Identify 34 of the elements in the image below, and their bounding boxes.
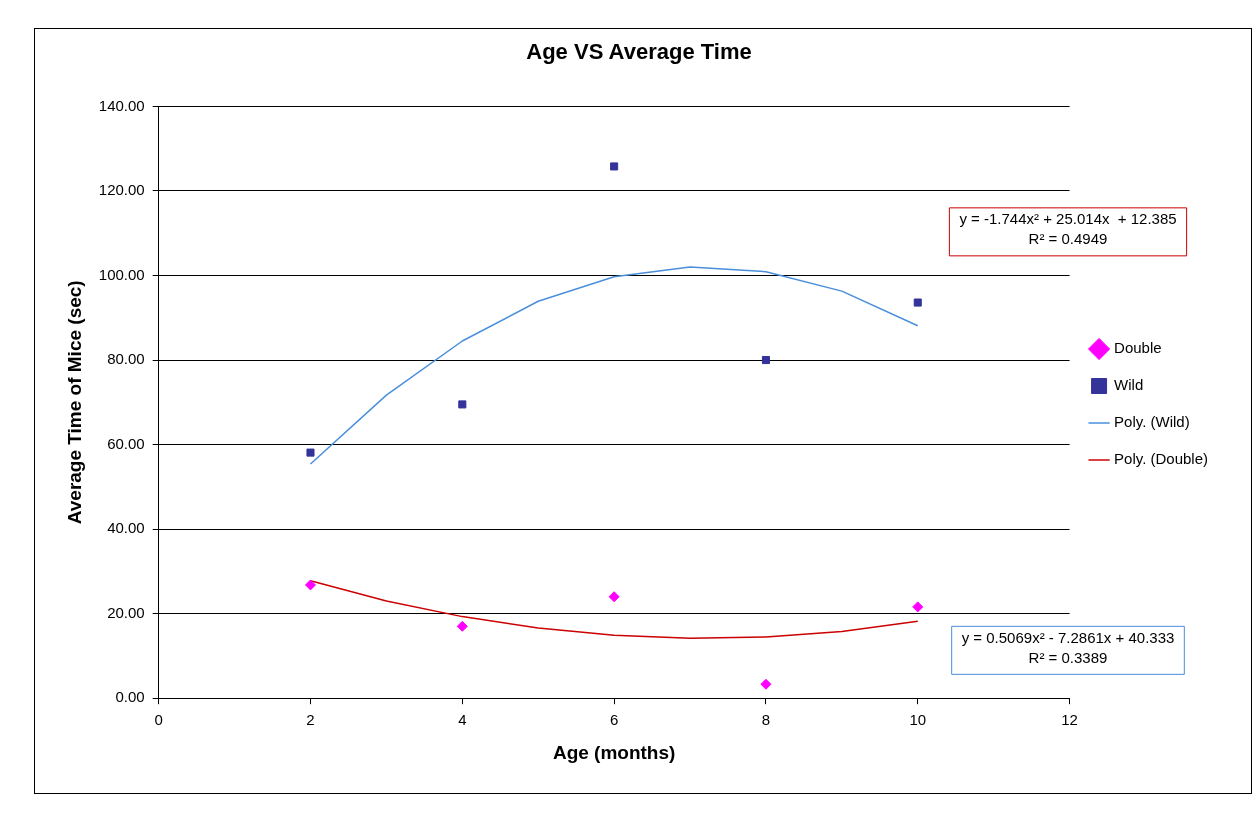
x-axis-title: Age (months): [552, 741, 676, 763]
y-tick-label: 0.00: [115, 688, 145, 706]
y-tick-label: 20.00: [107, 603, 145, 621]
point: [761, 355, 770, 365]
y-tick-label: 80.00: [107, 350, 145, 368]
x-tick-label: 2: [306, 711, 315, 729]
point: [610, 162, 619, 171]
point: [912, 601, 924, 613]
x-tick-label: 10: [909, 711, 927, 729]
legend-label: Poly. (Wild): [1114, 413, 1190, 431]
y-tick-label: 120.00: [98, 181, 145, 199]
annotation: y = 0.5069x² - 7.2861x + 40.333 R² = 0.3389: [961, 628, 1175, 666]
point: [458, 400, 467, 409]
point: [760, 678, 772, 690]
y-tick-label: 140.00: [98, 96, 145, 114]
y-tick-label: 100.00: [98, 265, 145, 283]
point: [456, 620, 468, 632]
annotation: y = -1.744x² + 25.014x + 12.385 R² = 0.4949: [959, 210, 1177, 248]
legend-label: Double: [1114, 339, 1162, 357]
legend-label: Wild: [1114, 376, 1144, 394]
x-tick-label: 4: [458, 711, 467, 729]
x-tick-label: 12: [1061, 711, 1078, 729]
point: [305, 579, 316, 591]
x-tick-label: 0: [154, 711, 163, 729]
x-tick-label: 6: [609, 711, 619, 729]
point: [913, 298, 922, 307]
legend-label: Poly. (Double): [1114, 450, 1209, 468]
point: [608, 591, 620, 603]
chart-title: Age VS Average Time: [526, 39, 752, 65]
point: [306, 448, 315, 457]
x-tick-label: 8: [761, 711, 771, 729]
y-axis-title: Average Time of Mice (sec): [63, 280, 85, 525]
y-tick-label: 40.00: [107, 519, 145, 537]
y-tick-label: 60.00: [107, 434, 145, 452]
